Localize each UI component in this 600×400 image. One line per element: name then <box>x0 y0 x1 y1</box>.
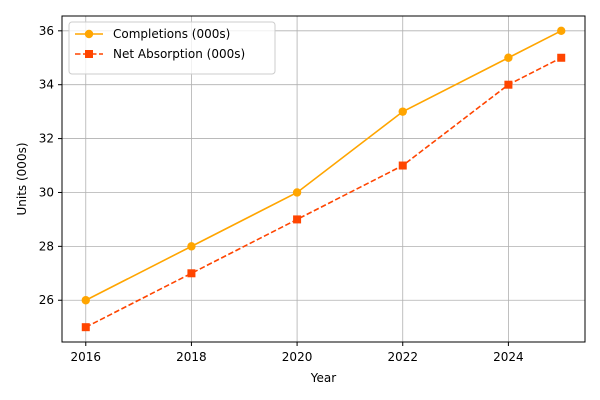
y-tick-label: 34 <box>39 78 54 92</box>
data-point <box>504 80 513 89</box>
series-line <box>85 30 562 301</box>
x-tick-label: 2016 <box>70 350 101 364</box>
series-1 <box>81 26 566 305</box>
y-tick-label: 32 <box>39 132 54 146</box>
y-tick-label: 28 <box>39 239 54 253</box>
legend-box <box>68 21 276 75</box>
x-tick-label: 2020 <box>282 350 313 364</box>
y-tick-label: 30 <box>39 185 54 199</box>
legend: Completions (000s) Net Absorption (000s) <box>68 21 276 75</box>
data-point <box>81 323 90 332</box>
series-line <box>85 57 562 328</box>
axis-ticks: 2016 2018 2020 2022 2024 26 28 30 32 34 36 <box>39 24 524 364</box>
y-axis-title: Units (000s) <box>15 142 29 215</box>
data-point <box>293 215 302 224</box>
grid-lines <box>62 16 585 342</box>
data-point <box>557 53 566 62</box>
legend-item: Completions (000s) <box>75 27 230 41</box>
data-point <box>504 53 513 62</box>
legend-marker <box>84 29 94 39</box>
legend-label: Completions (000s) <box>113 27 230 41</box>
x-tick-label: 2022 <box>387 350 418 364</box>
data-point <box>557 26 566 36</box>
data-point <box>398 107 407 116</box>
legend-label: Net Absorption (000s) <box>113 47 245 61</box>
legend-item: Net Absorption (000s) <box>75 47 245 61</box>
series-2 <box>81 53 566 332</box>
data-point <box>292 188 302 197</box>
legend-marker <box>85 50 93 58</box>
plot-frame <box>61 15 586 343</box>
data-point <box>81 296 90 305</box>
y-tick-label: 26 <box>39 293 54 307</box>
x-tick-label: 2018 <box>176 350 207 364</box>
series-group <box>81 26 566 332</box>
data-point <box>187 269 196 278</box>
x-axis-title: Year <box>310 371 336 385</box>
x-tick-label: 2024 <box>493 350 524 364</box>
data-point <box>187 242 196 251</box>
data-point <box>398 161 407 170</box>
y-tick-label: 36 <box>39 24 54 38</box>
